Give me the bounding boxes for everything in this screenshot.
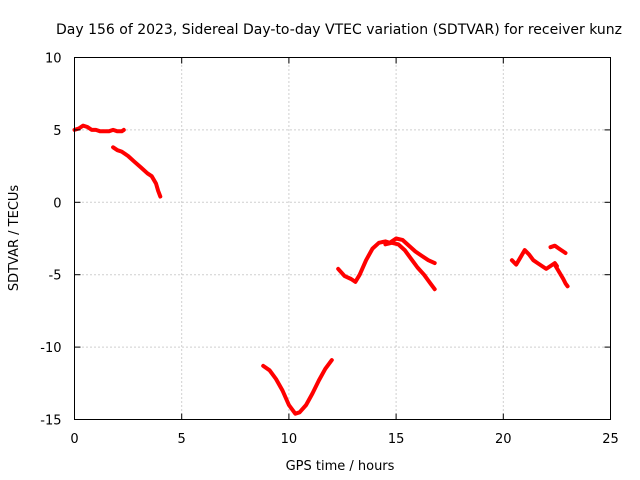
data-series-group xyxy=(72,123,570,416)
grid xyxy=(74,57,611,420)
x-tick-label: 0 xyxy=(70,432,78,447)
series-segment-5 xyxy=(383,240,437,292)
axis-ticks: 0 5 10 15 20 25 -15 -10 -5 0 5 10 xyxy=(40,52,619,448)
y-tick-label: -10 xyxy=(40,341,61,356)
y-axis-label: SDTVAR / TECUs xyxy=(7,185,22,292)
x-tick-label: 20 xyxy=(495,432,512,447)
x-tick-label: 25 xyxy=(602,432,619,447)
y-tick-label: 5 xyxy=(53,124,61,139)
x-tick-label: 15 xyxy=(388,432,405,447)
series-segment-4 xyxy=(336,236,437,284)
y-tick-label: 0 xyxy=(53,196,61,211)
y-tick-label: 10 xyxy=(45,52,62,67)
chart-title: Day 156 of 2023, Sidereal Day-to-day VTE… xyxy=(56,22,622,38)
y-tick-label: -5 xyxy=(49,269,62,284)
y-tick-label: -15 xyxy=(40,414,61,429)
plot-frame xyxy=(74,57,611,420)
series-segment-1 xyxy=(72,123,126,134)
x-axis-label: GPS time / hours xyxy=(286,459,395,474)
series-segment-7 xyxy=(548,243,568,255)
x-tick-label: 5 xyxy=(178,432,186,447)
x-tick-label: 10 xyxy=(281,432,298,447)
series-segment-3 xyxy=(261,358,334,416)
series-segment-2 xyxy=(111,145,163,199)
series-segment-6 xyxy=(509,248,559,271)
series-segment-8 xyxy=(552,262,570,289)
